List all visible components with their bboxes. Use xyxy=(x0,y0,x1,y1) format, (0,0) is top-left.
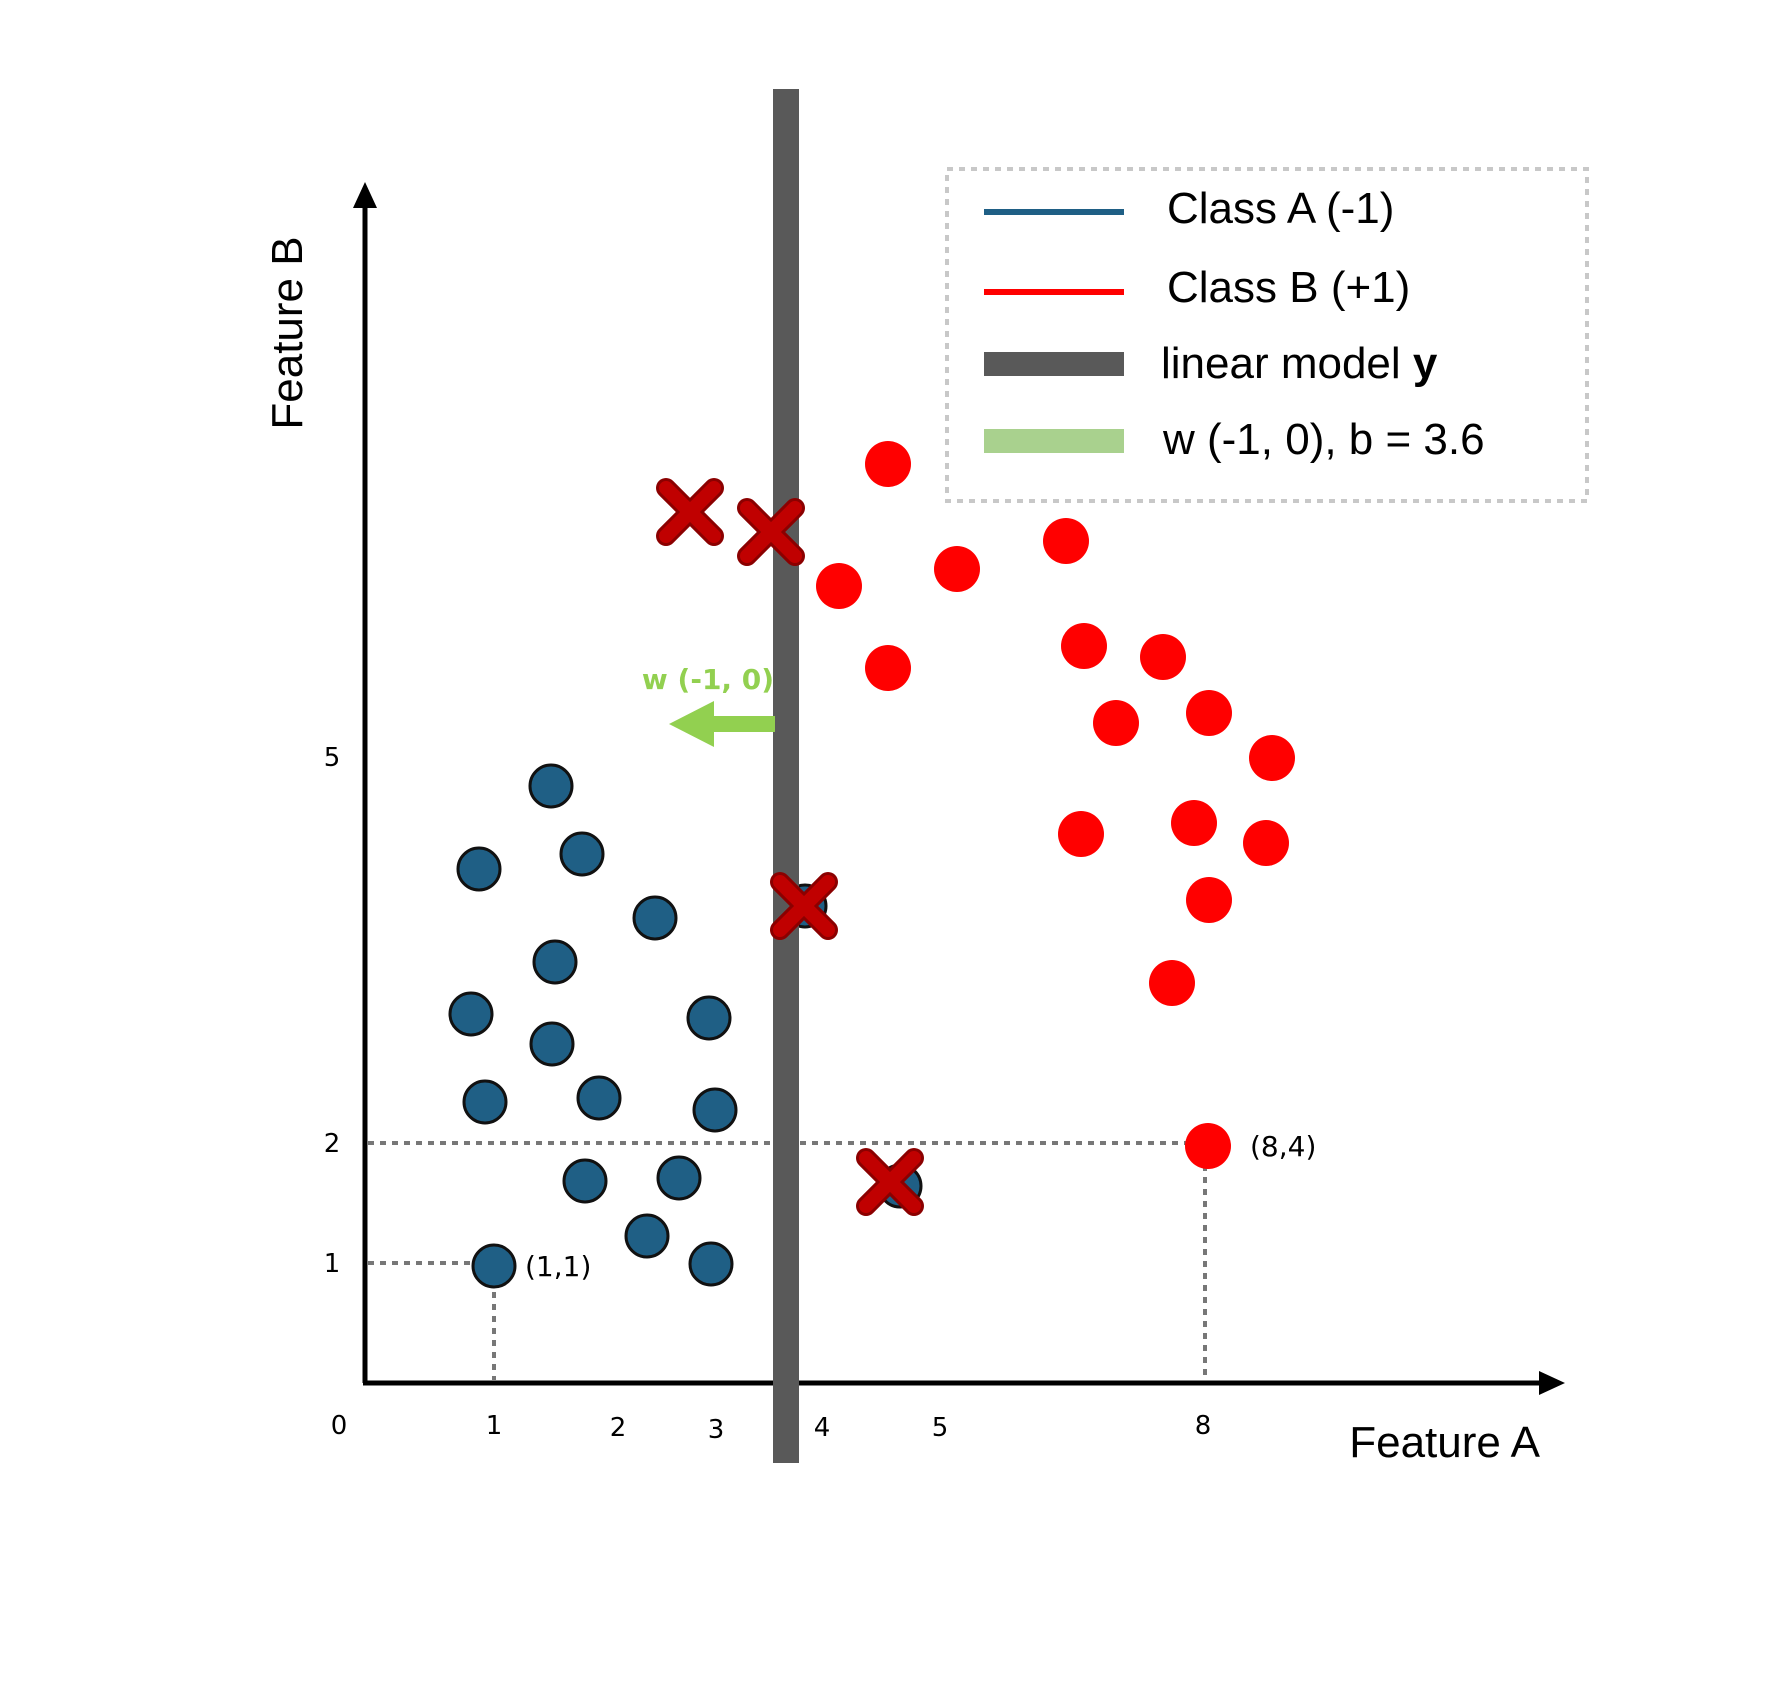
point-label-8-4: (8,4) xyxy=(1250,1130,1316,1163)
y-axis-arrow-icon xyxy=(353,182,377,208)
class-a-point xyxy=(576,1075,622,1121)
weight-arrow-shaft xyxy=(710,716,775,732)
class-b-point xyxy=(1185,1123,1231,1169)
x-tick-label: 0 xyxy=(331,1411,348,1441)
class-b-point xyxy=(865,441,911,487)
legend: Class A (-1) Class B (+1) linear model y… xyxy=(945,167,1589,503)
class-b-point xyxy=(865,645,911,691)
class-a-point xyxy=(686,995,732,1041)
class-a-point xyxy=(532,939,578,985)
class-a-point xyxy=(656,1155,702,1201)
class-b-point xyxy=(1058,811,1104,857)
x-tick-label: 8 xyxy=(1195,1411,1212,1441)
legend-label-class-b: Class B (+1) xyxy=(1167,263,1410,312)
class-a-point xyxy=(562,1158,608,1204)
y-axis-title: Feature B xyxy=(263,236,312,429)
class-a-point xyxy=(529,1021,575,1067)
y-tick-label: 2 xyxy=(324,1129,341,1159)
legend-item-linear-model: linear model y xyxy=(984,339,1438,388)
class-b-point xyxy=(1149,960,1195,1006)
class-a-point xyxy=(624,1213,670,1259)
class-b-point xyxy=(1249,735,1295,781)
point-label-1-1: (1,1) xyxy=(525,1250,591,1283)
class-a-point xyxy=(632,895,678,941)
class-b-point xyxy=(1186,877,1232,923)
class-a-point xyxy=(688,1241,734,1287)
x-tick-label: 5 xyxy=(932,1413,949,1443)
class-a-point xyxy=(462,1079,508,1125)
class-a-point xyxy=(692,1087,738,1133)
linear-model-line xyxy=(773,89,799,1463)
legend-label-weight: w (-1, 0), b = 3.6 xyxy=(1162,415,1485,464)
x-axis-title: Feature A xyxy=(1349,1418,1540,1467)
misclassified-x-icon xyxy=(856,1148,924,1216)
legend-label-linear-model: linear model y xyxy=(1161,339,1438,388)
legend-item-class-a: Class A (-1) xyxy=(984,184,1394,233)
class-a-points xyxy=(448,763,923,1289)
legend-label-class-a: Class A (-1) xyxy=(1167,184,1394,233)
class-b-point xyxy=(1140,634,1186,680)
legend-label-linear-model-text: linear model xyxy=(1161,339,1413,388)
y-tick-label: 5 xyxy=(324,743,341,773)
weight-arrow-label: w (-1, 0) xyxy=(642,663,774,696)
y-tick-label: 1 xyxy=(324,1249,341,1279)
class-b-point xyxy=(1093,700,1139,746)
misclassified-x-icon xyxy=(737,498,805,566)
legend-label-linear-model-bold: y xyxy=(1413,339,1438,388)
x-tick-label: 3 xyxy=(708,1415,725,1445)
x-tick-label: 4 xyxy=(814,1413,831,1443)
x-tick-label: 2 xyxy=(610,1413,627,1443)
class-b-points xyxy=(816,441,1295,1169)
class-a-point xyxy=(448,991,494,1037)
legend-item-weight: w (-1, 0), b = 3.6 xyxy=(984,415,1485,464)
class-a-point xyxy=(471,1243,517,1289)
misclassified-x-icon xyxy=(770,872,838,940)
misclassified-x-icon xyxy=(656,478,724,546)
weight-arrow-head-icon xyxy=(669,701,714,747)
class-b-point xyxy=(1171,800,1217,846)
class-b-point xyxy=(1061,623,1107,669)
class-b-point xyxy=(1186,690,1232,736)
axes xyxy=(353,182,1565,1395)
class-a-point xyxy=(559,831,605,877)
x-tick-label: 1 xyxy=(486,1411,503,1441)
class-b-point xyxy=(816,563,862,609)
legend-box xyxy=(945,167,1589,503)
class-a-point xyxy=(528,763,574,809)
class-b-point xyxy=(1043,518,1089,564)
class-b-point xyxy=(1243,820,1289,866)
class-b-point xyxy=(934,546,980,592)
class-a-point xyxy=(456,846,502,892)
misclassified-marks xyxy=(656,478,924,1216)
legend-item-class-b: Class B (+1) xyxy=(984,263,1410,312)
weight-arrow: w (-1, 0) xyxy=(642,663,775,747)
x-axis-arrow-icon xyxy=(1539,1371,1565,1395)
x-tick-labels: 0 1 2 3 4 5 8 xyxy=(331,1411,1212,1445)
y-tick-labels: 1 2 5 xyxy=(324,743,341,1279)
